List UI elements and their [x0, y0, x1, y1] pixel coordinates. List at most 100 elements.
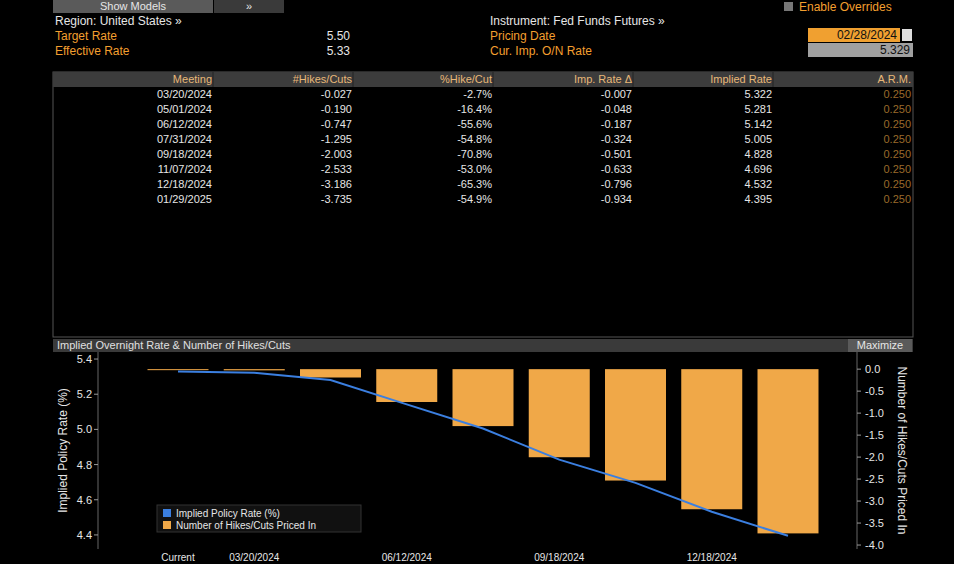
table-cell: 0.250 [883, 163, 911, 175]
y2-tick [857, 413, 861, 414]
table-cell: 0.250 [883, 148, 911, 160]
column-header: A.R.M. [877, 73, 911, 85]
table-cell: -54.8% [457, 133, 492, 145]
table-cell: 4.696 [744, 163, 772, 175]
x-tick-label: 06/12/2024 [382, 552, 432, 563]
table-frame [53, 72, 913, 337]
y-tick [94, 394, 98, 395]
table-cell: -16.4% [457, 103, 492, 115]
legend-label: Number of Hikes/Cuts Priced In [176, 520, 316, 531]
x-tick-label: 03/20/2024 [229, 552, 279, 563]
legend-label: Implied Policy Rate (%) [176, 508, 280, 519]
y-tick [94, 499, 98, 500]
table-cell: 5.322 [744, 88, 772, 100]
table-cell: 05/01/2024 [157, 103, 212, 115]
table-cell: -0.934 [601, 193, 632, 205]
pricing-date[interactable]: 02/28/2024 [837, 28, 897, 42]
y2-tick-label: -2.0 [865, 451, 884, 463]
column-divider [353, 72, 354, 87]
bar [681, 369, 742, 509]
table-cell: 4.395 [744, 193, 772, 205]
column-header: %Hike/Cut [440, 73, 492, 85]
table-cell: 12/18/2024 [157, 178, 212, 190]
plot-area [148, 369, 819, 536]
chart-title: Implied Overnight Rate & Number of Hikes… [57, 339, 291, 351]
table-cell: -0.007 [601, 88, 632, 100]
table-cell: 01/29/2025 [157, 193, 212, 205]
show-models-label[interactable]: Show Models [100, 0, 167, 12]
cur-imp-label: Cur. Imp. O/N Rate [490, 44, 592, 58]
table-cell: 0.250 [883, 178, 911, 190]
instrument: Instrument: Fed Funds Futures » [490, 14, 665, 28]
maximize-label[interactable]: Maximize [857, 339, 903, 351]
y2-tick-label: -3.0 [865, 495, 884, 507]
table-cell: -1.295 [321, 133, 352, 145]
y-tick-label: 4.8 [77, 459, 92, 471]
table-cell: 0.250 [883, 193, 911, 205]
show-models-button[interactable] [53, 0, 213, 13]
pricing-date-box[interactable] [808, 28, 900, 42]
table-cell: -55.6% [457, 118, 492, 130]
y2-tick-label: 0.0 [865, 363, 880, 375]
maximize-button[interactable] [848, 339, 912, 352]
table-cell: 06/12/2024 [157, 118, 212, 130]
overrides-checkbox[interactable] [784, 2, 793, 11]
y-tick-label: 4.6 [77, 494, 92, 506]
effective-rate: 5.33 [327, 44, 351, 58]
y2-tick [857, 435, 861, 436]
effective-rate-label: Effective Rate [55, 44, 130, 58]
y-tick [94, 464, 98, 465]
nav-button[interactable] [214, 0, 284, 13]
table-cell: -0.048 [601, 103, 632, 115]
table-cell: 5.281 [744, 103, 772, 115]
table-cell: -0.027 [321, 88, 352, 100]
y2-tick [857, 479, 861, 480]
table-cell: -0.324 [601, 133, 632, 145]
table-cell: -3.186 [321, 178, 352, 190]
table-cell: -2.533 [321, 163, 352, 175]
table-header-bg [53, 72, 913, 87]
table-cell: -0.187 [601, 118, 632, 130]
y-tick-label: 5.0 [77, 423, 92, 435]
y2-tick-label: -0.5 [865, 385, 884, 397]
y2-tick [857, 369, 861, 370]
table-cell: 11/07/2024 [158, 163, 212, 175]
y2-tick-label: -1.0 [865, 407, 884, 419]
table-cell: 0.250 [883, 103, 911, 115]
y2-axis-title: Number of Hikes/Cuts Priced In [895, 366, 909, 534]
pricing-date-label: Pricing Date [490, 29, 556, 43]
table-cell: -54.9% [457, 193, 492, 205]
table-cell: 03/20/2024 [157, 88, 212, 100]
table-cell: 0.250 [883, 118, 911, 130]
calendar-icon [902, 29, 912, 41]
x-tick-label: 12/18/2024 [687, 552, 737, 563]
nav-label[interactable]: » [246, 0, 252, 12]
table-cell: 4.532 [744, 178, 772, 190]
table-cell: -0.633 [601, 163, 632, 175]
column-header: Implied Rate [710, 73, 772, 85]
panel-title-bar [53, 339, 913, 352]
table-cell: 5.005 [744, 133, 772, 145]
table-cell: -0.501 [601, 148, 632, 160]
table-cell: 09/18/2024 [157, 148, 212, 160]
column-divider [633, 72, 634, 87]
table-cell: 4.828 [744, 148, 772, 160]
target-rate-label: Target Rate [55, 29, 117, 43]
y2-tick-label: -3.5 [865, 517, 884, 529]
cur-imp-box [808, 43, 913, 57]
column-divider [493, 72, 494, 87]
region: Region: United States » [55, 14, 182, 28]
table-cell: -65.3% [457, 178, 492, 190]
column-header: Imp. Rate Δ [574, 73, 633, 85]
y-axis-line [98, 352, 99, 549]
bar [605, 369, 666, 480]
column-header: Meeting [173, 73, 212, 85]
legend-box [157, 505, 361, 532]
bar [529, 369, 590, 457]
x-tick-label: Current [161, 552, 195, 563]
table-cell: -2.7% [463, 88, 492, 100]
table-cell: 5.142 [744, 118, 772, 130]
y2-axis-line [857, 352, 858, 549]
y-tick [94, 534, 98, 535]
y2-tick-label: -4.0 [865, 539, 884, 551]
